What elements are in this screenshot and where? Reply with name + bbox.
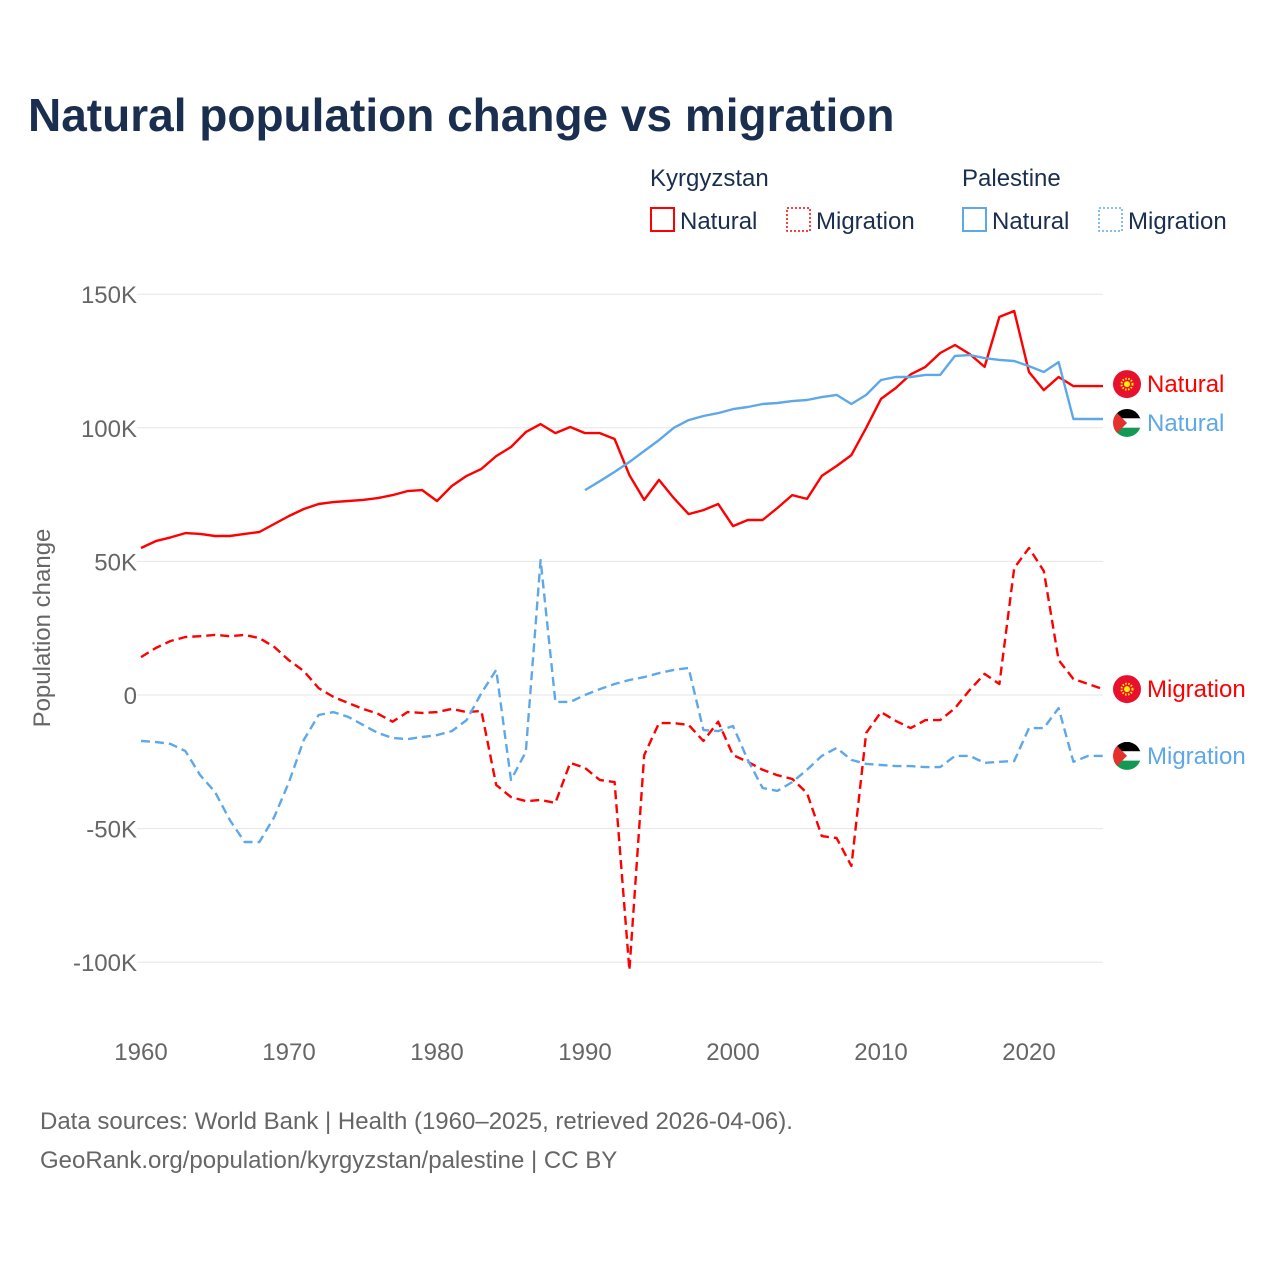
x-tick-label: 1980: [410, 1039, 463, 1066]
end-label-palestine-natural: Natural: [1147, 410, 1224, 437]
y-tick-label: 100K: [81, 416, 137, 443]
x-tick-label: 1990: [558, 1039, 611, 1066]
legend-swatch-natural-icon[interactable]: [962, 207, 987, 232]
palestine-flag-icon: [1113, 408, 1141, 437]
chart-svg: 150K 100K 50K 0 -50K -100K 1960 1970 1980 1990 200…: [29, 165, 1246, 1066]
y-tick-label: 0: [124, 683, 137, 710]
end-label-kyrgyzstan-migration: Migration: [1147, 676, 1246, 703]
legend-item-palestine-migration[interactable]: Migration: [1128, 208, 1227, 235]
y-axis-label: Population change: [29, 529, 56, 728]
y-tick-label: 50K: [94, 549, 137, 576]
legend-swatch-migration-icon[interactable]: [1098, 207, 1123, 232]
palestine-flag-icon: [1113, 741, 1141, 770]
series-line-kyrgyzstan-migration: [140, 546, 1104, 972]
x-tick-label: 1970: [262, 1039, 315, 1066]
footer-sources: Data sources: World Bank | Health (1960–…: [40, 1108, 793, 1135]
legend-group-kyrgyzstan: Kyrgyzstan: [650, 165, 769, 192]
x-tick-label: 2020: [1002, 1039, 1055, 1066]
x-tick-label: 2000: [706, 1039, 759, 1066]
series-line-kyrgyzstan-natural: [140, 309, 1103, 550]
end-label-kyrgyzstan-natural: Natural: [1147, 371, 1224, 398]
legend-item-kyrgyzstan-natural[interactable]: Natural: [680, 208, 757, 235]
end-label-palestine-migration: Migration: [1147, 743, 1246, 770]
series-line-palestine-natural: [584, 353, 1103, 492]
x-tick-label: 2010: [854, 1039, 907, 1066]
kyrgyzstan-flag-icon: [1113, 675, 1141, 704]
legend-group-palestine: Palestine: [962, 165, 1061, 192]
kyrgyzstan-flag-icon: [1113, 370, 1141, 399]
legend-item-kyrgyzstan-migration[interactable]: Migration: [816, 208, 915, 235]
chart-title: Natural population change vs migration: [28, 89, 895, 141]
y-tick-label: -100K: [73, 950, 137, 977]
legend-item-palestine-natural[interactable]: Natural: [992, 208, 1069, 235]
y-tick-label: -50K: [86, 817, 137, 844]
x-tick-label: 1960: [114, 1039, 167, 1066]
legend-swatch-migration-icon[interactable]: [786, 207, 811, 232]
y-tick-label: 150K: [81, 282, 137, 309]
footer-attribution[interactable]: GeoRank.org/population/kyrgyzstan/palest…: [40, 1147, 618, 1174]
legend-swatch-natural-icon[interactable]: [650, 207, 675, 232]
series-line-palestine-migration: [140, 558, 1103, 844]
